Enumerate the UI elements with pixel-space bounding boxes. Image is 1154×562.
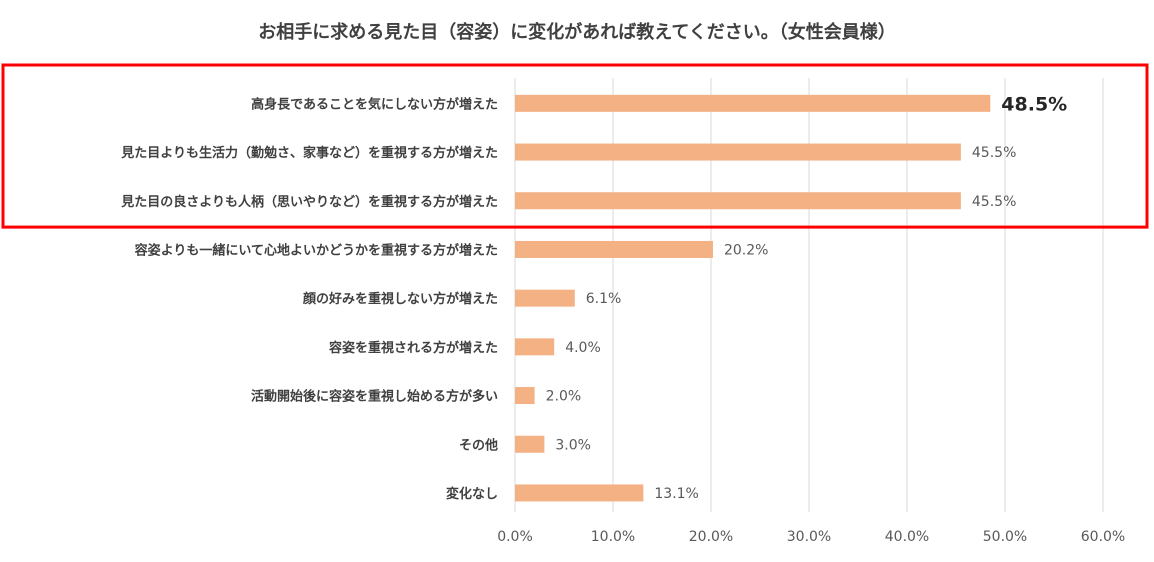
data-label: 2.0%	[546, 389, 582, 405]
category-label: 活動開始後に容姿を重視し始める方が多い	[251, 389, 498, 405]
chart-title: お相手に求める見た目（容姿）に変化があれば教えてください。（女性会員様）	[258, 22, 896, 43]
data-label: 45.5%	[972, 145, 1016, 161]
x-tick-label: 10.0%	[591, 529, 635, 545]
category-label: 顔の好みを重視しない方が増えた	[302, 291, 498, 307]
highlight-box	[1, 63, 1149, 229]
x-tick-label: 30.0%	[787, 529, 831, 545]
category-label: 変化なし	[446, 486, 498, 502]
bar	[515, 240, 713, 258]
bar	[515, 338, 555, 356]
data-label: 45.5%	[972, 194, 1016, 210]
x-tick-label: 0.0%	[497, 529, 533, 545]
x-tick-label: 20.0%	[689, 529, 733, 545]
bar	[515, 435, 545, 453]
category-label: 見た目よりも生活力（勤勉さ、家事など）を重視する方が増えた	[120, 145, 498, 161]
data-label: 3.0%	[555, 437, 591, 453]
x-tick-label: 40.0%	[885, 529, 929, 545]
data-label: 6.1%	[586, 291, 622, 307]
data-label: 13.1%	[654, 486, 698, 502]
bar	[515, 143, 961, 161]
bar	[515, 192, 961, 210]
x-tick-label: 50.0%	[983, 529, 1027, 545]
x-tick-label: 60.0%	[1081, 529, 1125, 545]
data-label: 20.2%	[724, 242, 768, 258]
bar	[515, 484, 644, 502]
bar	[515, 387, 535, 405]
category-label: 見た目の良さよりも人柄（思いやりなど）を重視する方が増えた	[120, 194, 498, 210]
category-label: 高身長であることを気にしない方が増えた	[251, 96, 498, 112]
category-label: その他	[459, 437, 498, 453]
category-label: 容姿よりも一緒にいて心地よいかどうかを重視する方が増えた	[134, 242, 498, 258]
category-label: 容姿を重視される方が増えた	[328, 340, 498, 356]
data-label: 48.5%	[1001, 93, 1067, 115]
data-label: 4.0%	[565, 340, 601, 356]
bar	[515, 94, 991, 112]
bar	[515, 289, 575, 307]
